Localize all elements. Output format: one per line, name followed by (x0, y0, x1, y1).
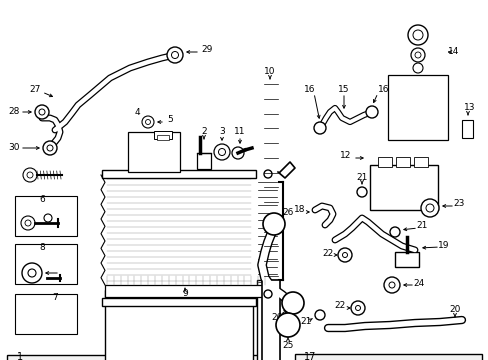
Bar (15, 294, 77, 334)
Text: 13: 13 (463, 104, 475, 112)
Text: 11: 11 (234, 127, 245, 136)
Circle shape (28, 269, 36, 277)
Text: 2: 2 (201, 127, 206, 136)
Circle shape (263, 213, 285, 235)
Text: 28: 28 (8, 108, 20, 117)
Bar (377, 157, 391, 167)
Text: 21: 21 (356, 174, 367, 183)
Circle shape (39, 109, 45, 115)
Circle shape (44, 214, 52, 222)
Circle shape (383, 277, 399, 293)
Bar (102, 298, 256, 306)
Bar (102, 170, 256, 178)
Text: 3: 3 (219, 127, 224, 136)
Bar (15, 244, 77, 284)
Text: 14: 14 (447, 48, 459, 57)
Text: 17: 17 (303, 352, 316, 360)
Circle shape (214, 144, 229, 160)
Bar (395, 157, 409, 167)
Bar (257, 280, 279, 360)
Text: 6: 6 (39, 195, 45, 204)
Text: 18: 18 (294, 206, 305, 215)
Circle shape (27, 172, 33, 178)
Circle shape (23, 168, 37, 182)
Bar (128, 132, 180, 172)
Circle shape (420, 199, 438, 217)
Circle shape (25, 220, 31, 226)
Circle shape (412, 63, 422, 73)
Bar (387, 75, 447, 140)
Text: 15: 15 (338, 85, 349, 94)
Text: 22: 22 (322, 248, 333, 257)
Circle shape (414, 52, 420, 58)
Text: 16: 16 (304, 85, 315, 94)
Circle shape (167, 47, 183, 63)
Circle shape (22, 263, 42, 283)
Bar (105, 285, 266, 297)
Text: 12: 12 (340, 152, 351, 161)
Text: 21: 21 (300, 318, 311, 327)
Circle shape (313, 122, 325, 134)
Circle shape (35, 105, 49, 119)
Circle shape (231, 147, 244, 159)
Text: 8: 8 (39, 243, 45, 252)
Bar (154, 131, 172, 139)
Text: 22: 22 (334, 301, 345, 310)
Circle shape (356, 187, 366, 197)
Circle shape (355, 306, 360, 310)
Text: 20: 20 (448, 306, 460, 315)
Circle shape (264, 290, 271, 298)
Text: 16: 16 (378, 85, 389, 94)
Text: 26: 26 (271, 314, 282, 323)
Circle shape (410, 48, 424, 62)
Bar (197, 153, 210, 169)
Circle shape (171, 51, 178, 58)
Bar (105, 290, 252, 360)
Circle shape (21, 216, 35, 230)
Circle shape (337, 248, 351, 262)
Circle shape (43, 141, 57, 155)
Circle shape (388, 282, 394, 288)
Text: 9: 9 (182, 289, 187, 298)
Text: 26: 26 (282, 208, 293, 217)
Circle shape (407, 25, 427, 45)
Text: 4: 4 (134, 108, 140, 117)
Text: 19: 19 (437, 240, 449, 249)
Circle shape (145, 120, 150, 125)
Text: 25: 25 (282, 341, 293, 350)
Text: 21: 21 (415, 221, 427, 230)
Circle shape (275, 313, 299, 337)
Bar (413, 157, 427, 167)
Text: 30: 30 (8, 144, 20, 153)
Text: 27: 27 (29, 85, 41, 94)
Bar (262, 280, 280, 360)
Circle shape (412, 30, 422, 40)
Circle shape (47, 145, 53, 151)
Bar (394, 252, 418, 267)
Bar (294, 354, 481, 360)
Text: 5: 5 (167, 116, 173, 125)
Circle shape (314, 310, 325, 320)
Bar (7, 355, 276, 360)
Circle shape (282, 292, 304, 314)
Bar (157, 135, 169, 140)
Circle shape (264, 170, 271, 178)
Circle shape (342, 252, 347, 257)
Circle shape (365, 106, 377, 118)
Text: 1: 1 (17, 352, 23, 360)
Bar (15, 196, 77, 236)
Text: 23: 23 (452, 199, 464, 208)
Text: 29: 29 (201, 45, 212, 54)
Text: 10: 10 (264, 68, 275, 77)
Circle shape (389, 227, 399, 237)
Text: 24: 24 (412, 279, 424, 288)
Circle shape (218, 148, 225, 156)
Bar (461, 120, 472, 138)
Bar (369, 165, 437, 210)
Circle shape (142, 116, 154, 128)
Text: 7: 7 (52, 292, 58, 301)
Circle shape (425, 204, 433, 212)
Circle shape (350, 301, 364, 315)
